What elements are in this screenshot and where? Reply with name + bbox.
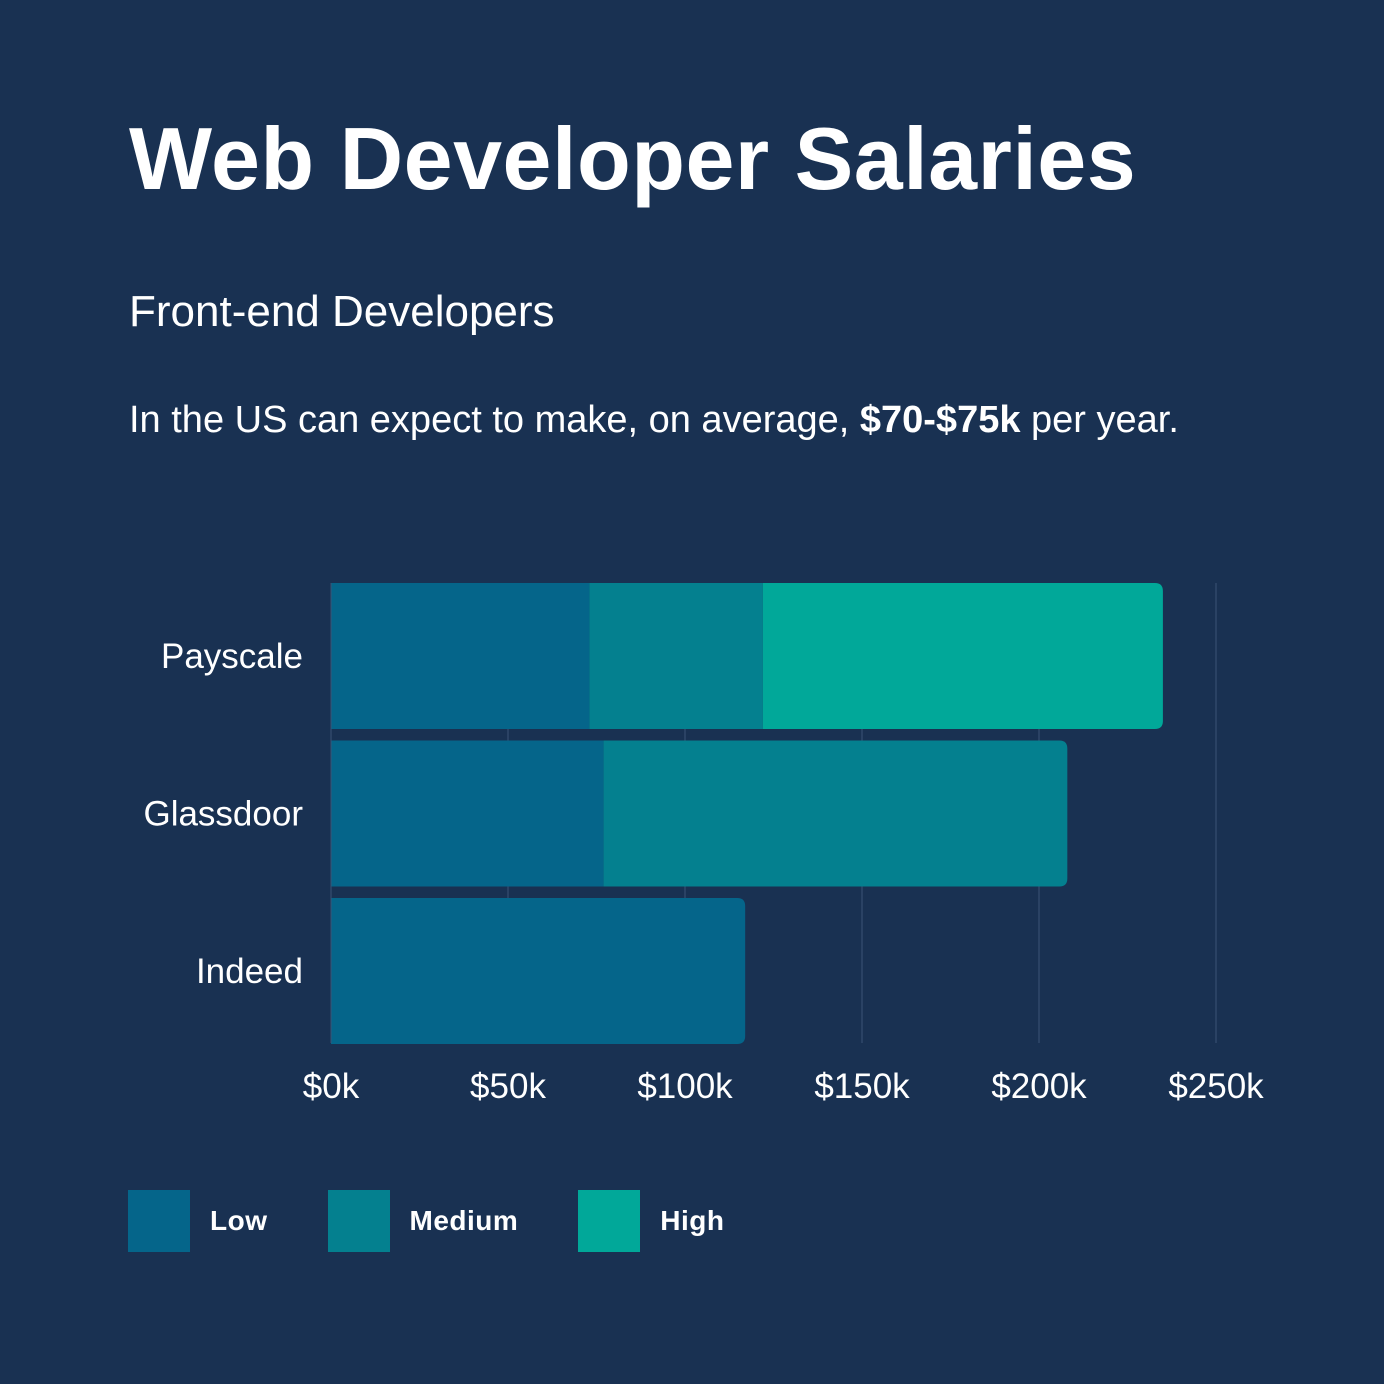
x-tick-label-0: $0k <box>303 1067 360 1106</box>
bar-indeed-low <box>331 898 746 1044</box>
description-highlight: $70-$75k <box>859 399 1021 441</box>
legend-swatch-low <box>128 1190 190 1252</box>
description: In the US can expect to make, on average… <box>129 392 1249 449</box>
legend-label-high: High <box>660 1205 725 1236</box>
description-prefix: In the US can expect to make, on average… <box>129 399 860 441</box>
x-tick-label-1: $50k <box>470 1067 546 1106</box>
legend-label-low: Low <box>210 1205 268 1236</box>
category-label-glassdoor: Glassdoor <box>143 795 303 834</box>
legend-label-medium: Medium <box>409 1205 519 1236</box>
category-label-indeed: Indeed <box>196 952 303 991</box>
bar-glassdoor-medium <box>603 740 1068 887</box>
x-tick-label-4: $200k <box>991 1067 1087 1106</box>
legend-item-low: Low <box>128 1190 268 1252</box>
x-tick-label-3: $150k <box>814 1067 910 1106</box>
legend-swatch-medium <box>327 1190 390 1252</box>
chart-legend: Low Medium High <box>128 1190 785 1252</box>
category-label-payscale: Payscale <box>161 637 303 676</box>
bar-glassdoor-low <box>331 740 604 887</box>
legend-swatch-high <box>578 1190 641 1252</box>
bar-payscale-medium <box>589 583 763 729</box>
bar-payscale-low <box>331 583 590 729</box>
x-tick-label-2: $100k <box>637 1067 733 1106</box>
x-tick-label-5: $250k <box>1168 1067 1264 1106</box>
legend-item-medium: Medium <box>327 1190 519 1252</box>
page-title: Web Developer Salaries <box>129 109 1137 208</box>
legend-item-high: High <box>578 1190 724 1252</box>
page-subtitle: Front-end Developers <box>129 287 555 336</box>
bar-payscale-high <box>762 583 1163 729</box>
description-suffix: per year. <box>1020 399 1179 441</box>
